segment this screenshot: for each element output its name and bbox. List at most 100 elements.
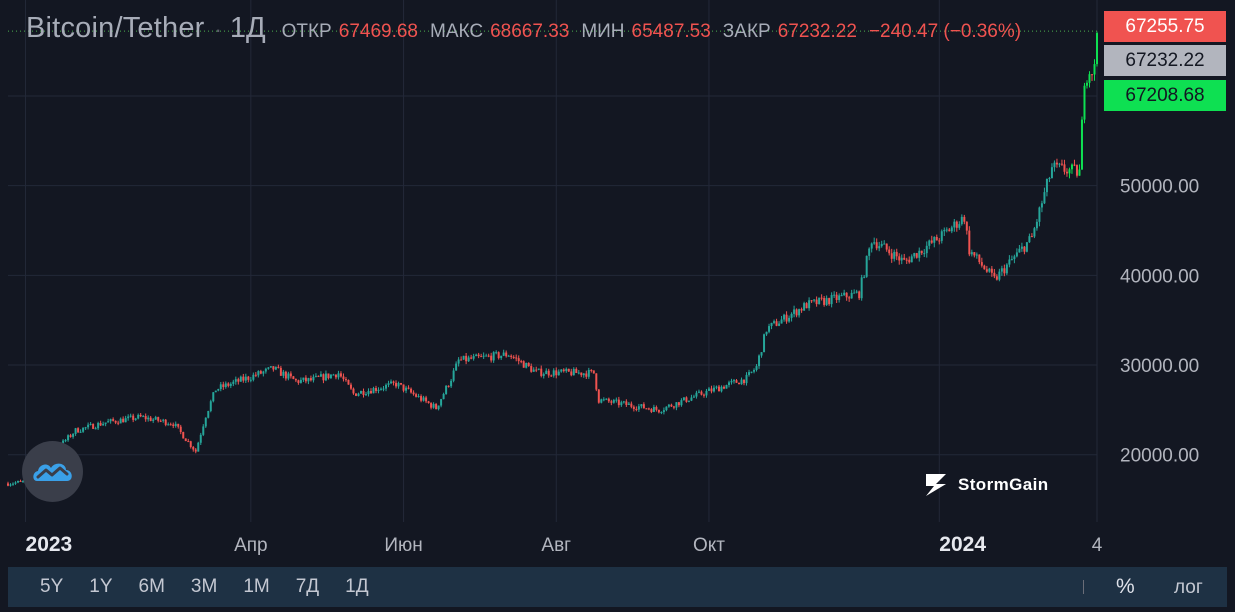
candle (184, 438, 187, 442)
range-6m-button[interactable]: 6M (138, 576, 165, 597)
percent-scale-button[interactable]: % (1116, 575, 1135, 598)
range-1d-button[interactable]: 1Д (345, 576, 369, 597)
candle (367, 388, 370, 397)
candle (312, 374, 315, 383)
candle (903, 253, 906, 261)
candle (823, 296, 826, 307)
candle (129, 413, 132, 418)
candle (880, 240, 883, 248)
candle (910, 254, 913, 263)
candle (595, 373, 598, 392)
candle (442, 392, 445, 400)
candle (920, 250, 923, 255)
candle (1035, 218, 1038, 231)
candle (362, 388, 365, 398)
candle (1028, 233, 1031, 243)
candle (635, 406, 638, 412)
candle (257, 370, 260, 378)
candle (19, 479, 22, 482)
candle (890, 248, 893, 263)
candle (545, 368, 548, 375)
candle (627, 401, 630, 405)
candle (1040, 200, 1043, 213)
candle (760, 352, 763, 358)
candle (790, 312, 793, 322)
candle (114, 420, 117, 425)
candle (177, 423, 180, 429)
candle (324, 370, 327, 382)
candle (357, 392, 360, 397)
candle (512, 355, 515, 359)
candle (955, 220, 958, 232)
timeframe-label[interactable]: 1Д (229, 12, 266, 44)
candle (930, 235, 933, 244)
range-7d-button[interactable]: 7Д (295, 576, 320, 597)
change-value: −240.47 (−0.36%) (868, 21, 1022, 42)
candle (97, 421, 100, 430)
range-3m-button[interactable]: 3M (190, 576, 218, 597)
x-tick-label: Окт (693, 535, 725, 556)
candle (347, 379, 350, 385)
candle (860, 274, 863, 301)
candle (830, 292, 833, 308)
candle (607, 397, 610, 403)
time-axis[interactable]: 2023 Апр Июн Авг Окт 2024 4 (26, 533, 1103, 556)
candle (157, 416, 160, 423)
candle (209, 399, 212, 413)
candle (375, 385, 378, 394)
candle (758, 354, 761, 369)
candle (450, 378, 453, 388)
candle (863, 275, 866, 279)
candle (1020, 242, 1023, 252)
candle (317, 375, 320, 378)
candle (555, 367, 558, 379)
candle (1003, 264, 1006, 277)
range-5y-button[interactable]: 5Y (40, 576, 64, 597)
candle (307, 377, 310, 385)
candle (212, 392, 215, 403)
candle (370, 388, 372, 394)
high-label: МАКС (430, 21, 484, 42)
candle (542, 372, 545, 379)
candle (933, 236, 936, 248)
candle (592, 370, 595, 374)
candle (470, 354, 473, 360)
candle (1060, 159, 1063, 166)
candle (1080, 116, 1083, 170)
candle (878, 241, 881, 252)
range-1y-button[interactable]: 1Y (89, 576, 113, 597)
candle (780, 315, 783, 324)
candle (102, 421, 105, 426)
candle (935, 234, 938, 241)
candle (440, 398, 443, 408)
candle (717, 384, 720, 392)
candle (870, 242, 873, 253)
candle (342, 373, 345, 382)
candle (985, 265, 988, 273)
candle (915, 252, 918, 259)
x-tick-label: Июн (384, 535, 422, 556)
candle (552, 368, 555, 378)
candle (883, 240, 886, 245)
candle (632, 405, 635, 412)
candle (675, 402, 678, 411)
candle (139, 412, 142, 418)
candle (562, 368, 565, 373)
candle (617, 396, 620, 408)
candle (522, 360, 525, 368)
candle (680, 398, 683, 407)
candle (392, 380, 395, 386)
candle (843, 289, 846, 296)
range-1m-button[interactable]: 1M (243, 576, 270, 597)
candle (294, 378, 297, 383)
price-chart[interactable]: 20000.0030000.0040000.0050000.0060000.00… (0, 0, 1235, 565)
candle (422, 395, 425, 402)
candle (159, 419, 162, 423)
candle (202, 424, 205, 437)
log-scale-button[interactable]: лог (1174, 577, 1203, 598)
symbol-name[interactable]: Bitcoin/Tether (26, 12, 205, 44)
candle (813, 299, 816, 303)
broker-logo-button[interactable] (22, 441, 83, 502)
candle (397, 381, 400, 389)
